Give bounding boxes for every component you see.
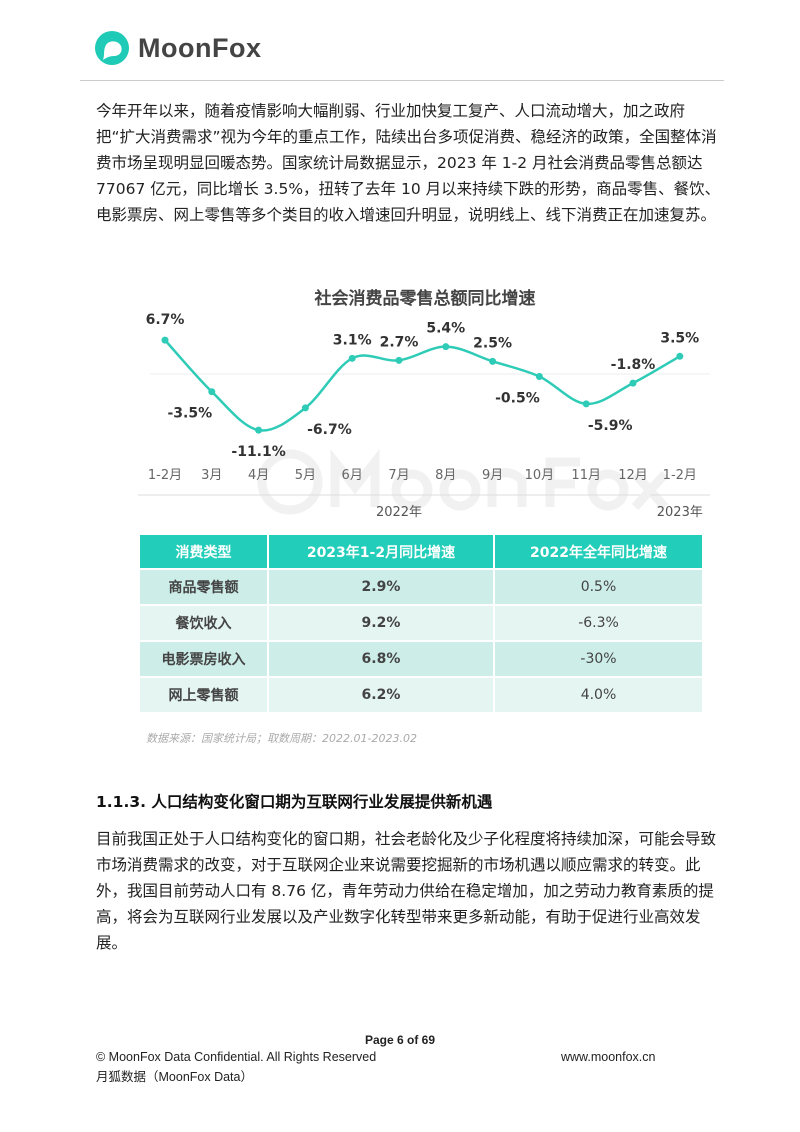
table-cell: 6.8% [268,642,493,676]
section-paragraph: 目前我国正处于人口结构变化的窗口期，社会老龄化及少子化程度将持续加深，可能会导致… [96,830,717,952]
data-label: 2.5% [473,335,512,351]
retail-sales-growth-chart: 社会消费品零售总额同比增速 6.7% 1-2月 -3.5% 3月 -11.1% 4月 -6.7… [138,288,710,520]
x-tick-label: 11月 [571,468,601,483]
x-tick-label: 12月 [618,468,648,483]
table-header: 消费类型 [140,535,267,568]
x-tick-label: 9月 [482,468,503,483]
table-cell: -6.3% [495,606,702,640]
data-point [301,404,309,412]
table-cell: 餐饮收入 [140,606,267,640]
x-tick-label: 4月 [248,468,269,483]
data-point [582,400,590,408]
consumption-growth-table: 消费类型 2023年1-2月同比增速 2022年全年同比增速 商品零售额 2.9%… [138,533,704,714]
data-label: -11.1% [231,444,285,460]
data-point [161,336,169,344]
data-point [676,352,684,360]
table-cell: 电影票房收入 [140,642,267,676]
data-label: -3.5% [167,406,212,422]
x-tick-label: 7月 [388,468,409,483]
data-point [255,426,263,434]
table-header: 2023年1-2月同比增速 [268,535,493,568]
website-link[interactable]: www.moonfox.cn [561,1050,656,1064]
x-tick-label: 6月 [342,468,363,483]
copyright-text: © MoonFox Data Confidential. All Rights … [96,1050,377,1064]
data-label: -1.8% [611,357,656,373]
data-label: 3.5% [660,330,699,346]
logo-text: MoonFox [138,32,262,63]
data-point [442,343,450,351]
chart-title: 社会消费品零售总额同比增速 [314,288,536,309]
table-cell: 0.5% [495,570,702,604]
table-cell: 9.2% [268,606,493,640]
data-point [348,354,356,362]
year-group-label: 2023年 [657,505,703,520]
table-cell: 2.9% [268,570,493,604]
data-label: -5.9% [588,418,633,434]
intro-paragraph: 今年开年以来，随着疫情影响大幅削弱、行业加快复工复产、人口流动增大，加之政府把“… [96,102,721,224]
x-tick-label: 5月 [295,468,316,483]
data-label: -6.7% [307,422,352,438]
data-label: 5.4% [426,321,465,337]
data-label: 3.1% [333,332,372,348]
moonfox-logo: MoonFox [94,30,261,66]
moonfox-logo-icon [95,31,129,65]
data-point [535,373,543,381]
table-cell: -30% [495,642,702,676]
x-tick-label: 3月 [201,468,222,483]
table-row: 电影票房收入 6.8% -30% [140,642,702,676]
data-label: -0.5% [495,391,540,407]
x-tick-label: 10月 [525,468,555,483]
data-point [208,388,216,396]
table-cell: 4.0% [495,678,702,712]
table-cell: 6.2% [268,678,493,712]
data-point [629,379,637,387]
page-number: Page 6 of 69 [364,1033,436,1047]
data-label: 6.7% [146,312,185,328]
data-point [489,357,497,365]
table-row: 网上零售额 6.2% 4.0% [140,678,702,712]
table-row: 餐饮收入 9.2% -6.3% [140,606,702,640]
data-point [395,356,403,364]
x-tick-label: 1-2月 [663,468,697,483]
company-name: 月狐数据（MoonFox Data） [96,1070,253,1084]
watermark-logo [257,449,669,515]
x-tick-label: 1-2月 [148,468,182,483]
header-divider [80,80,724,81]
section-heading: 1.1.3. 人口结构变化窗口期为互联网行业发展提供新机遇 [96,793,493,811]
x-tick-label: 8月 [435,468,456,483]
table-header: 2022年全年同比增速 [495,535,702,568]
table-cell: 网上零售额 [140,678,267,712]
data-label: 2.7% [380,334,419,350]
table-row: 商品零售额 2.9% 0.5% [140,570,702,604]
table-header-row: 消费类型 2023年1-2月同比增速 2022年全年同比增速 [140,535,702,568]
source-note: 数据来源：国家统计局；取数周期：2022.01-2023.02 [146,732,417,745]
year-group-label: 2022年 [376,505,422,520]
table-cell: 商品零售额 [140,570,267,604]
